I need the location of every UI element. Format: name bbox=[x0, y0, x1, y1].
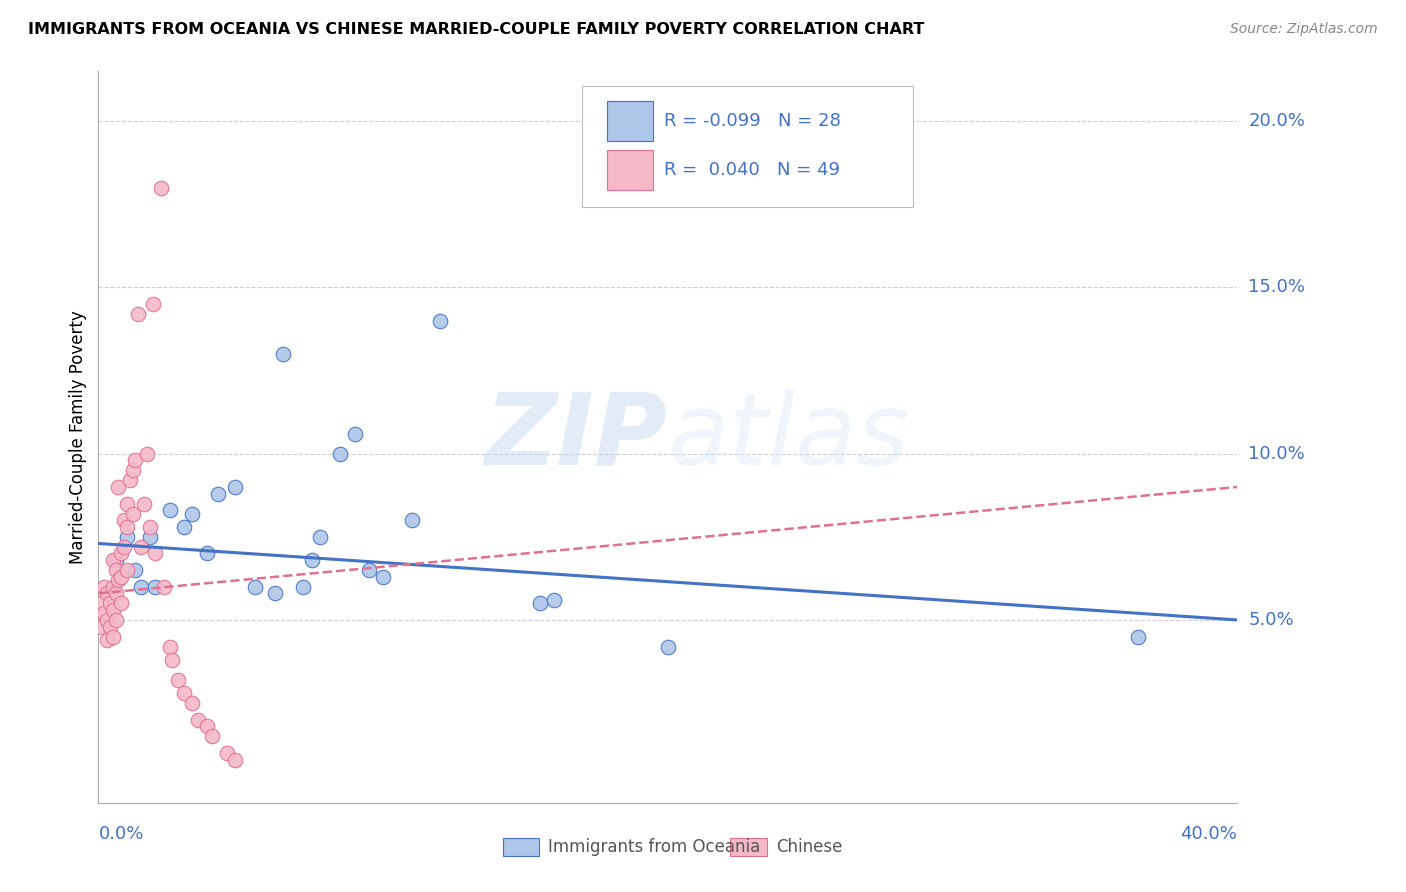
Point bbox=[110, 546, 132, 560]
Text: 10.0%: 10.0% bbox=[1249, 445, 1305, 463]
Point bbox=[90, 619, 112, 633]
Point bbox=[145, 546, 167, 560]
FancyBboxPatch shape bbox=[607, 150, 652, 190]
Point bbox=[141, 297, 163, 311]
Point bbox=[159, 503, 181, 517]
Text: 15.0%: 15.0% bbox=[1249, 278, 1305, 296]
FancyBboxPatch shape bbox=[607, 101, 652, 141]
Point bbox=[162, 653, 184, 667]
Point bbox=[112, 540, 135, 554]
Point bbox=[373, 570, 395, 584]
Text: Chinese: Chinese bbox=[776, 838, 842, 855]
Point bbox=[159, 640, 181, 654]
Point bbox=[104, 613, 127, 627]
Point bbox=[96, 632, 118, 647]
Point bbox=[127, 307, 149, 321]
Point bbox=[101, 553, 124, 567]
Point bbox=[104, 563, 127, 577]
Point bbox=[121, 463, 143, 477]
Point bbox=[107, 480, 129, 494]
Text: atlas: atlas bbox=[668, 389, 910, 485]
Point bbox=[145, 580, 167, 594]
Point bbox=[167, 673, 190, 687]
Text: 40.0%: 40.0% bbox=[1181, 825, 1237, 843]
Point bbox=[343, 426, 366, 441]
Point bbox=[124, 563, 146, 577]
Point bbox=[104, 553, 127, 567]
Text: Immigrants from Oceania: Immigrants from Oceania bbox=[548, 838, 761, 855]
Point bbox=[273, 347, 295, 361]
Point bbox=[104, 586, 127, 600]
Point bbox=[90, 596, 112, 610]
Y-axis label: Married-Couple Family Poverty: Married-Couple Family Poverty bbox=[69, 310, 87, 564]
Point bbox=[107, 573, 129, 587]
Point bbox=[115, 563, 138, 577]
Point bbox=[101, 630, 124, 644]
Point bbox=[657, 640, 679, 654]
Text: IMMIGRANTS FROM OCEANIA VS CHINESE MARRIED-COUPLE FAMILY POVERTY CORRELATION CHA: IMMIGRANTS FROM OCEANIA VS CHINESE MARRI… bbox=[28, 22, 925, 37]
Point bbox=[115, 520, 138, 534]
Point bbox=[93, 580, 115, 594]
Point bbox=[110, 570, 132, 584]
Point bbox=[201, 729, 224, 743]
Point bbox=[129, 540, 152, 554]
Point bbox=[181, 507, 204, 521]
Point bbox=[1126, 630, 1149, 644]
Point bbox=[243, 580, 266, 594]
Point bbox=[138, 520, 160, 534]
Point bbox=[292, 580, 315, 594]
Point bbox=[264, 586, 287, 600]
Point bbox=[429, 314, 451, 328]
Point bbox=[529, 596, 551, 610]
Text: R =  0.040   N = 49: R = 0.040 N = 49 bbox=[665, 161, 841, 179]
Point bbox=[135, 447, 157, 461]
FancyBboxPatch shape bbox=[503, 838, 538, 856]
Point bbox=[98, 596, 121, 610]
Point bbox=[173, 520, 195, 534]
Text: R = -0.099   N = 28: R = -0.099 N = 28 bbox=[665, 112, 841, 130]
Point bbox=[357, 563, 380, 577]
Point bbox=[98, 619, 121, 633]
Point bbox=[96, 613, 118, 627]
FancyBboxPatch shape bbox=[582, 86, 912, 207]
Point bbox=[181, 696, 204, 710]
Point bbox=[401, 513, 423, 527]
Point bbox=[329, 447, 352, 461]
Point bbox=[138, 530, 160, 544]
Point bbox=[309, 530, 332, 544]
Point bbox=[215, 746, 238, 760]
Point bbox=[129, 580, 152, 594]
Point bbox=[96, 586, 118, 600]
Point bbox=[301, 553, 323, 567]
Point bbox=[110, 596, 132, 610]
Point bbox=[112, 513, 135, 527]
Point bbox=[207, 486, 229, 500]
Point bbox=[124, 453, 146, 467]
Point bbox=[118, 473, 141, 487]
Point bbox=[224, 753, 246, 767]
Point bbox=[195, 719, 218, 733]
Point bbox=[121, 507, 143, 521]
Text: 5.0%: 5.0% bbox=[1249, 611, 1294, 629]
Text: 20.0%: 20.0% bbox=[1249, 112, 1305, 130]
Point bbox=[115, 530, 138, 544]
Point bbox=[543, 593, 565, 607]
Point bbox=[93, 607, 115, 621]
FancyBboxPatch shape bbox=[731, 838, 766, 856]
Point bbox=[153, 580, 176, 594]
Point bbox=[132, 497, 155, 511]
Point bbox=[101, 603, 124, 617]
Point bbox=[150, 180, 173, 194]
Point bbox=[195, 546, 218, 560]
Text: ZIP: ZIP bbox=[485, 389, 668, 485]
Point bbox=[173, 686, 195, 700]
Point bbox=[187, 713, 209, 727]
Text: 0.0%: 0.0% bbox=[98, 825, 143, 843]
Point bbox=[101, 580, 124, 594]
Point bbox=[224, 480, 246, 494]
Text: Source: ZipAtlas.com: Source: ZipAtlas.com bbox=[1230, 22, 1378, 37]
Point bbox=[115, 497, 138, 511]
